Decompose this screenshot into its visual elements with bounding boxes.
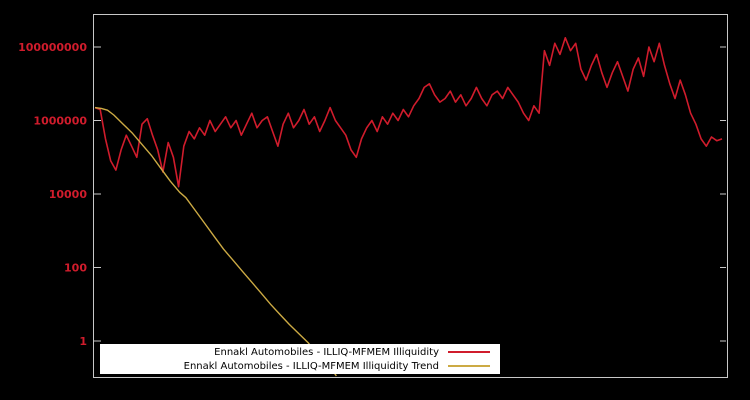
svg-text:100: 100 xyxy=(64,262,87,275)
svg-text:100000000: 100000000 xyxy=(18,41,87,54)
legend-line-sample-red xyxy=(448,351,490,353)
legend-line-sample-yellow xyxy=(448,365,490,367)
svg-text:10000: 10000 xyxy=(49,188,88,201)
legend-label-illiquidity: Ennakl Automobiles - ILLIQ-MFMEM Illiqui… xyxy=(214,346,439,358)
svg-text:1: 1 xyxy=(79,335,87,348)
legend-item-illiquidity-trend: Ennakl Automobiles - ILLIQ-MFMEM Illiqui… xyxy=(106,360,494,373)
svg-text:1000000: 1000000 xyxy=(33,115,87,128)
legend-item-illiquidity: Ennakl Automobiles - ILLIQ-MFMEM Illiqui… xyxy=(106,346,494,359)
legend-label-illiquidity-trend: Ennakl Automobiles - ILLIQ-MFMEM Illiqui… xyxy=(183,360,439,372)
chart-legend: Ennakl Automobiles - ILLIQ-MFMEM Illiqui… xyxy=(100,344,500,374)
